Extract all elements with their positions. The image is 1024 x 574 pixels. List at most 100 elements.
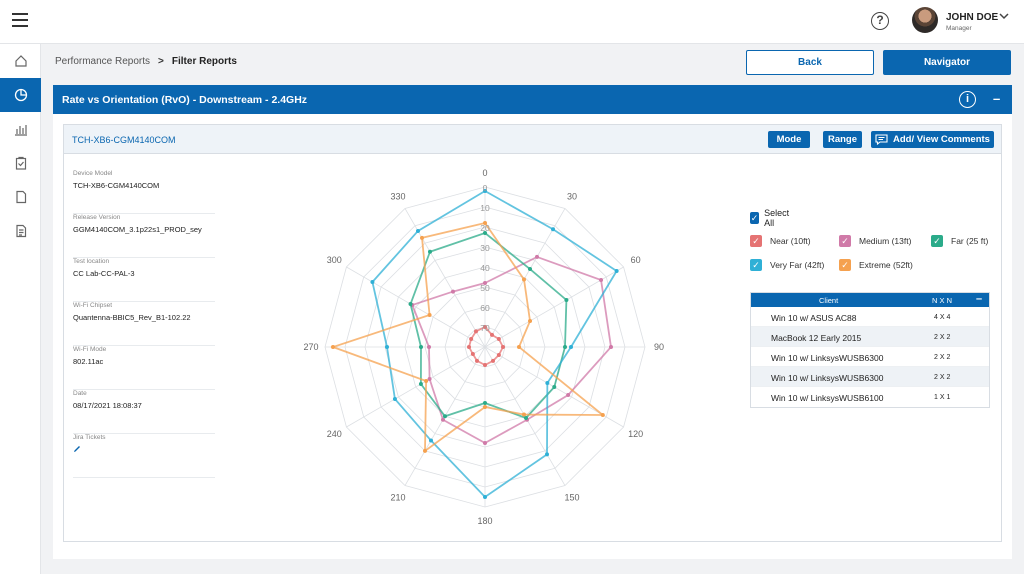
- data-point: [469, 337, 474, 341]
- top-bar: ? JOHN DOE Manager: [0, 0, 1024, 44]
- data-point: [600, 413, 605, 417]
- range-button[interactable]: Range: [823, 131, 862, 148]
- mode-button[interactable]: Mode: [768, 131, 810, 148]
- sidebar-item-charts[interactable]: [0, 112, 41, 146]
- data-point: [483, 325, 487, 329]
- data-point: [427, 345, 431, 349]
- sidebar-item-tasks[interactable]: [0, 146, 41, 180]
- legend-item-very-far[interactable]: ✓ Very Far (42ft): [750, 259, 824, 271]
- edit-icon[interactable]: [73, 445, 215, 455]
- collapse-icon[interactable]: –: [976, 293, 983, 305]
- data-point: [599, 278, 604, 282]
- data-point: [428, 249, 432, 254]
- radial-tick-label: 20: [480, 223, 490, 233]
- user-name[interactable]: JOHN DOE: [946, 12, 999, 23]
- checkbox-icon: ✓: [839, 259, 851, 271]
- data-point: [483, 221, 487, 225]
- data-point: [496, 337, 501, 341]
- data-point: [420, 235, 424, 240]
- radial-tick-label: 50: [480, 283, 490, 293]
- angle-label: 90: [654, 342, 664, 352]
- navigator-button[interactable]: Navigator: [883, 50, 1011, 75]
- chevron-down-icon[interactable]: [999, 12, 1009, 23]
- data-point: [528, 267, 532, 272]
- data-point: [470, 352, 475, 356]
- legend-item-medium[interactable]: ✓ Medium (13ft): [839, 235, 911, 247]
- back-button[interactable]: Back: [746, 50, 874, 75]
- card-header: TCH-XB6-CGM4140COM Mode Range Add/ View …: [63, 124, 1002, 154]
- table-row[interactable]: Win 10 w/ LinksysWUSB6300 2 X 2: [751, 347, 989, 367]
- data-point: [331, 345, 335, 349]
- data-point: [522, 412, 526, 417]
- collapse-icon[interactable]: –: [993, 91, 1001, 106]
- angle-label: 60: [631, 255, 641, 265]
- sidebar-item-documents[interactable]: [0, 180, 41, 214]
- radial-tick-label: 30: [480, 243, 490, 253]
- info-label: Wi-Fi Chipset: [73, 302, 113, 309]
- table-row[interactable]: Win 10 w/ ASUS AC88 4 X 4: [751, 307, 989, 327]
- sidebar: [0, 44, 41, 574]
- breadcrumb-parent[interactable]: Performance Reports: [55, 56, 151, 67]
- radial-tick-label: 70: [480, 323, 490, 333]
- checkbox-icon: ✓: [931, 235, 943, 247]
- sidebar-item-home[interactable]: [0, 44, 41, 78]
- legend-item-near[interactable]: ✓ Near (10ft): [750, 235, 811, 247]
- data-point: [474, 329, 478, 334]
- table-header: Client N X N –: [751, 293, 989, 307]
- radar-chart: 0 30 60 90 120 150 180 210 240 270 300 330 0 10 20 30 40…: [303, 168, 664, 526]
- grid-spoke: [484, 208, 566, 348]
- data-point: [483, 495, 487, 499]
- add-view-comments-button[interactable]: Add/ View Comments: [871, 131, 994, 148]
- info-label: Wi-Fi Mode: [73, 346, 107, 353]
- data-point: [545, 452, 549, 457]
- data-point: [522, 277, 526, 282]
- data-point: [501, 345, 505, 349]
- angle-label: 120: [628, 429, 643, 439]
- checkbox-icon: ✓: [750, 259, 762, 271]
- info-jira-tickets: Jira Tickets: [73, 434, 215, 478]
- card-title[interactable]: TCH-XB6-CGM4140COM: [72, 135, 176, 145]
- data-point: [483, 231, 487, 235]
- legend-item-extreme[interactable]: ✓ Extreme (52ft): [839, 259, 913, 271]
- checkbox-icon: ✓: [839, 235, 851, 247]
- data-point: [517, 345, 521, 349]
- legend-label: Medium (13ft): [859, 236, 912, 246]
- table-row[interactable]: MacBook 12 Early 2015 2 X 2: [751, 327, 989, 347]
- data-point: [483, 441, 487, 445]
- help-icon[interactable]: ?: [871, 12, 889, 30]
- info-wifi-mode: Wi-Fi Mode 802.11ac: [73, 346, 215, 390]
- info-label: Test location: [73, 258, 110, 265]
- data-point: [427, 377, 432, 381]
- client-cell: Win 10 w/ ASUS AC88: [771, 313, 857, 323]
- panel-header: Rate vs Orientation (RvO) - Downstream -…: [53, 85, 1012, 114]
- data-point: [424, 379, 429, 383]
- sidebar-item-notes[interactable]: [0, 214, 41, 248]
- checkbox-icon: ✓: [750, 235, 762, 247]
- data-point: [475, 358, 479, 363]
- data-point: [491, 358, 495, 363]
- nxn-cell: 2 X 2: [934, 334, 951, 341]
- legend-label: Extreme (52ft): [859, 260, 913, 270]
- add-view-comments-label: Add/ View Comments: [893, 134, 990, 145]
- info-value: 08/17/2021 18:08:37: [73, 401, 142, 410]
- table-row[interactable]: Win 10 w/ LinksysWUSB6100 1 X 1: [751, 387, 989, 407]
- data-point: [483, 189, 487, 193]
- data-point: [385, 345, 389, 349]
- info-value: CC Lab-CC-PAL-3: [73, 269, 135, 278]
- info-label: Date: [73, 390, 87, 397]
- legend-item-far[interactable]: ✓ Far (25 ft): [931, 235, 988, 247]
- hamburger-icon[interactable]: [12, 13, 28, 27]
- info-label: Jira Tickets: [73, 434, 106, 441]
- data-point: [552, 385, 557, 389]
- data-point: [419, 345, 423, 349]
- info-icon[interactable]: i: [959, 91, 976, 108]
- column-header-nxn: N X N: [932, 296, 953, 305]
- breadcrumb: Performance Reports > Filter Reports: [55, 56, 237, 67]
- table-row[interactable]: Win 10 w/ LinksysWUSB6300 2 X 2: [751, 367, 989, 387]
- info-value: GGM4140COM_3.1p22s1_PROD_sey: [73, 225, 202, 234]
- select-all-checkbox[interactable]: ✓ Select All: [750, 208, 792, 228]
- checkbox-icon: ✓: [750, 212, 760, 224]
- sidebar-item-performance-reports[interactable]: [0, 78, 41, 112]
- avatar[interactable]: [912, 7, 938, 33]
- breadcrumb-current: Filter Reports: [171, 56, 237, 67]
